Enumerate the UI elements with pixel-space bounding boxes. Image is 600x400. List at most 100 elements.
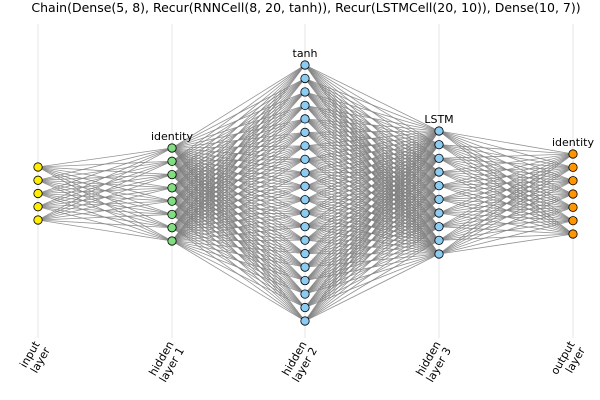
- neuron-layer-1-1: [167, 156, 177, 166]
- connection-edge: [304, 130, 440, 308]
- neuron-layer-3-5: [434, 194, 444, 204]
- connection-edge: [304, 105, 440, 132]
- neuron-layer-1-2: [167, 169, 177, 180]
- diagram-title: Chain(Dense(5, 8), Recur(RNNCell(8, 20, …: [31, 0, 580, 15]
- connection-edge: [171, 64, 306, 228]
- connection-edge: [171, 226, 306, 242]
- connection-edge: [438, 153, 574, 200]
- connection-edge: [37, 147, 173, 181]
- neuron-layer-3-8: [434, 235, 444, 245]
- connection-edge: [37, 147, 173, 221]
- connection-edge: [171, 105, 306, 242]
- connection-edge: [304, 91, 440, 132]
- connection-edge: [37, 147, 173, 194]
- connection-edge: [438, 153, 574, 187]
- neuron-layer-3-1: [434, 140, 444, 150]
- layer-labels: inputlayer hiddenlayer 1 hiddenlayer 2 hidd…: [17, 338, 588, 384]
- neuron-layer-3-2: [434, 153, 444, 163]
- connection-edge: [438, 206, 574, 255]
- activation-label-layer-4: identity: [552, 136, 594, 149]
- connection-edge: [304, 130, 440, 241]
- neuron-layer-2-7: [300, 154, 310, 164]
- connection-edge: [438, 153, 574, 228]
- connection-edge: [438, 153, 574, 214]
- connection-edge: [304, 130, 440, 201]
- neuron-layer-2-6: [300, 141, 310, 151]
- neuron-layer-4-3: [568, 189, 578, 199]
- neuron-layer-2-0: [300, 60, 310, 70]
- connection-edge: [438, 233, 574, 255]
- neuron-layer-2-17: [300, 289, 310, 299]
- neuron-layer-2-19: [300, 316, 310, 326]
- neuron-layer-1-5: [167, 209, 177, 220]
- neuron-layer-3-3: [434, 167, 444, 177]
- connection-edge: [304, 130, 440, 174]
- activation-label-layer-2: tanh: [293, 47, 318, 60]
- neuron-layer-3-0: [434, 126, 444, 136]
- connection-edge: [304, 130, 440, 322]
- connection-edge: [304, 226, 440, 322]
- connection-edge: [37, 219, 173, 229]
- connection-edge: [304, 130, 440, 147]
- connection-edge: [304, 212, 440, 322]
- connection-edge: [171, 239, 306, 242]
- neuron-layer-2-16: [300, 275, 310, 286]
- connection-edge: [37, 147, 173, 168]
- connection-edge: [438, 180, 574, 255]
- connection-edge: [304, 130, 440, 133]
- connection-edge: [304, 144, 440, 322]
- neurons: [33, 60, 578, 326]
- connection-edge: [304, 118, 440, 132]
- connection-edge: [171, 64, 306, 242]
- connection-edge: [171, 118, 306, 242]
- neuron-layer-2-12: [300, 222, 310, 232]
- connection-edge: [171, 132, 306, 242]
- connection-edge: [304, 64, 440, 132]
- connection-edge: [438, 130, 574, 155]
- connection-edge: [438, 144, 574, 155]
- connection-edge: [304, 185, 440, 322]
- connection-edge: [304, 171, 440, 322]
- connection-edge: [438, 153, 574, 173]
- neuron-layer-4-6: [568, 229, 578, 239]
- neuron-layer-3-6: [434, 208, 444, 218]
- connection-edge: [171, 64, 306, 149]
- connection-edge: [438, 153, 574, 255]
- neuron-layer-2-5: [300, 127, 310, 137]
- connection-edge: [171, 240, 306, 308]
- connection-edge: [171, 78, 306, 242]
- neuron-layer-4-1: [568, 162, 578, 172]
- connection-edge: [304, 158, 440, 322]
- neuron-layer-2-13: [300, 235, 310, 245]
- neuron-layer-2-11: [300, 208, 310, 218]
- connection-edge: [171, 64, 306, 189]
- connection-edge: [171, 199, 306, 242]
- connection-edge: [37, 214, 173, 221]
- layer-label-0: inputlayer: [17, 338, 53, 376]
- connections: [37, 64, 574, 322]
- neuron-layer-2-14: [300, 249, 310, 259]
- activation-labels: identity tanh LSTM identity: [151, 47, 594, 149]
- neuron-layer-2-2: [300, 87, 310, 97]
- connection-edge: [171, 64, 306, 162]
- connection-edge: [304, 239, 440, 322]
- connection-edge: [37, 219, 173, 242]
- neuron-layer-0-3: [33, 202, 43, 212]
- connection-edge: [171, 64, 306, 202]
- connection-edge: [304, 78, 440, 132]
- neuron-layer-0-2: [33, 188, 43, 199]
- connection-edge: [171, 240, 306, 295]
- neuron-layer-2-15: [300, 262, 310, 272]
- connection-edge: [37, 174, 173, 221]
- connection-edge: [171, 172, 306, 242]
- neuron-layer-2-18: [300, 302, 310, 313]
- layer-label-3: hiddenlayer 3: [413, 339, 454, 385]
- neuron-layer-1-4: [167, 196, 177, 206]
- neuron-layer-1-0: [167, 143, 177, 153]
- connection-edge: [304, 130, 440, 187]
- connection-edge: [304, 253, 440, 322]
- neuron-layer-4-2: [568, 176, 578, 186]
- connection-edge: [438, 166, 574, 255]
- connection-edge: [304, 130, 440, 160]
